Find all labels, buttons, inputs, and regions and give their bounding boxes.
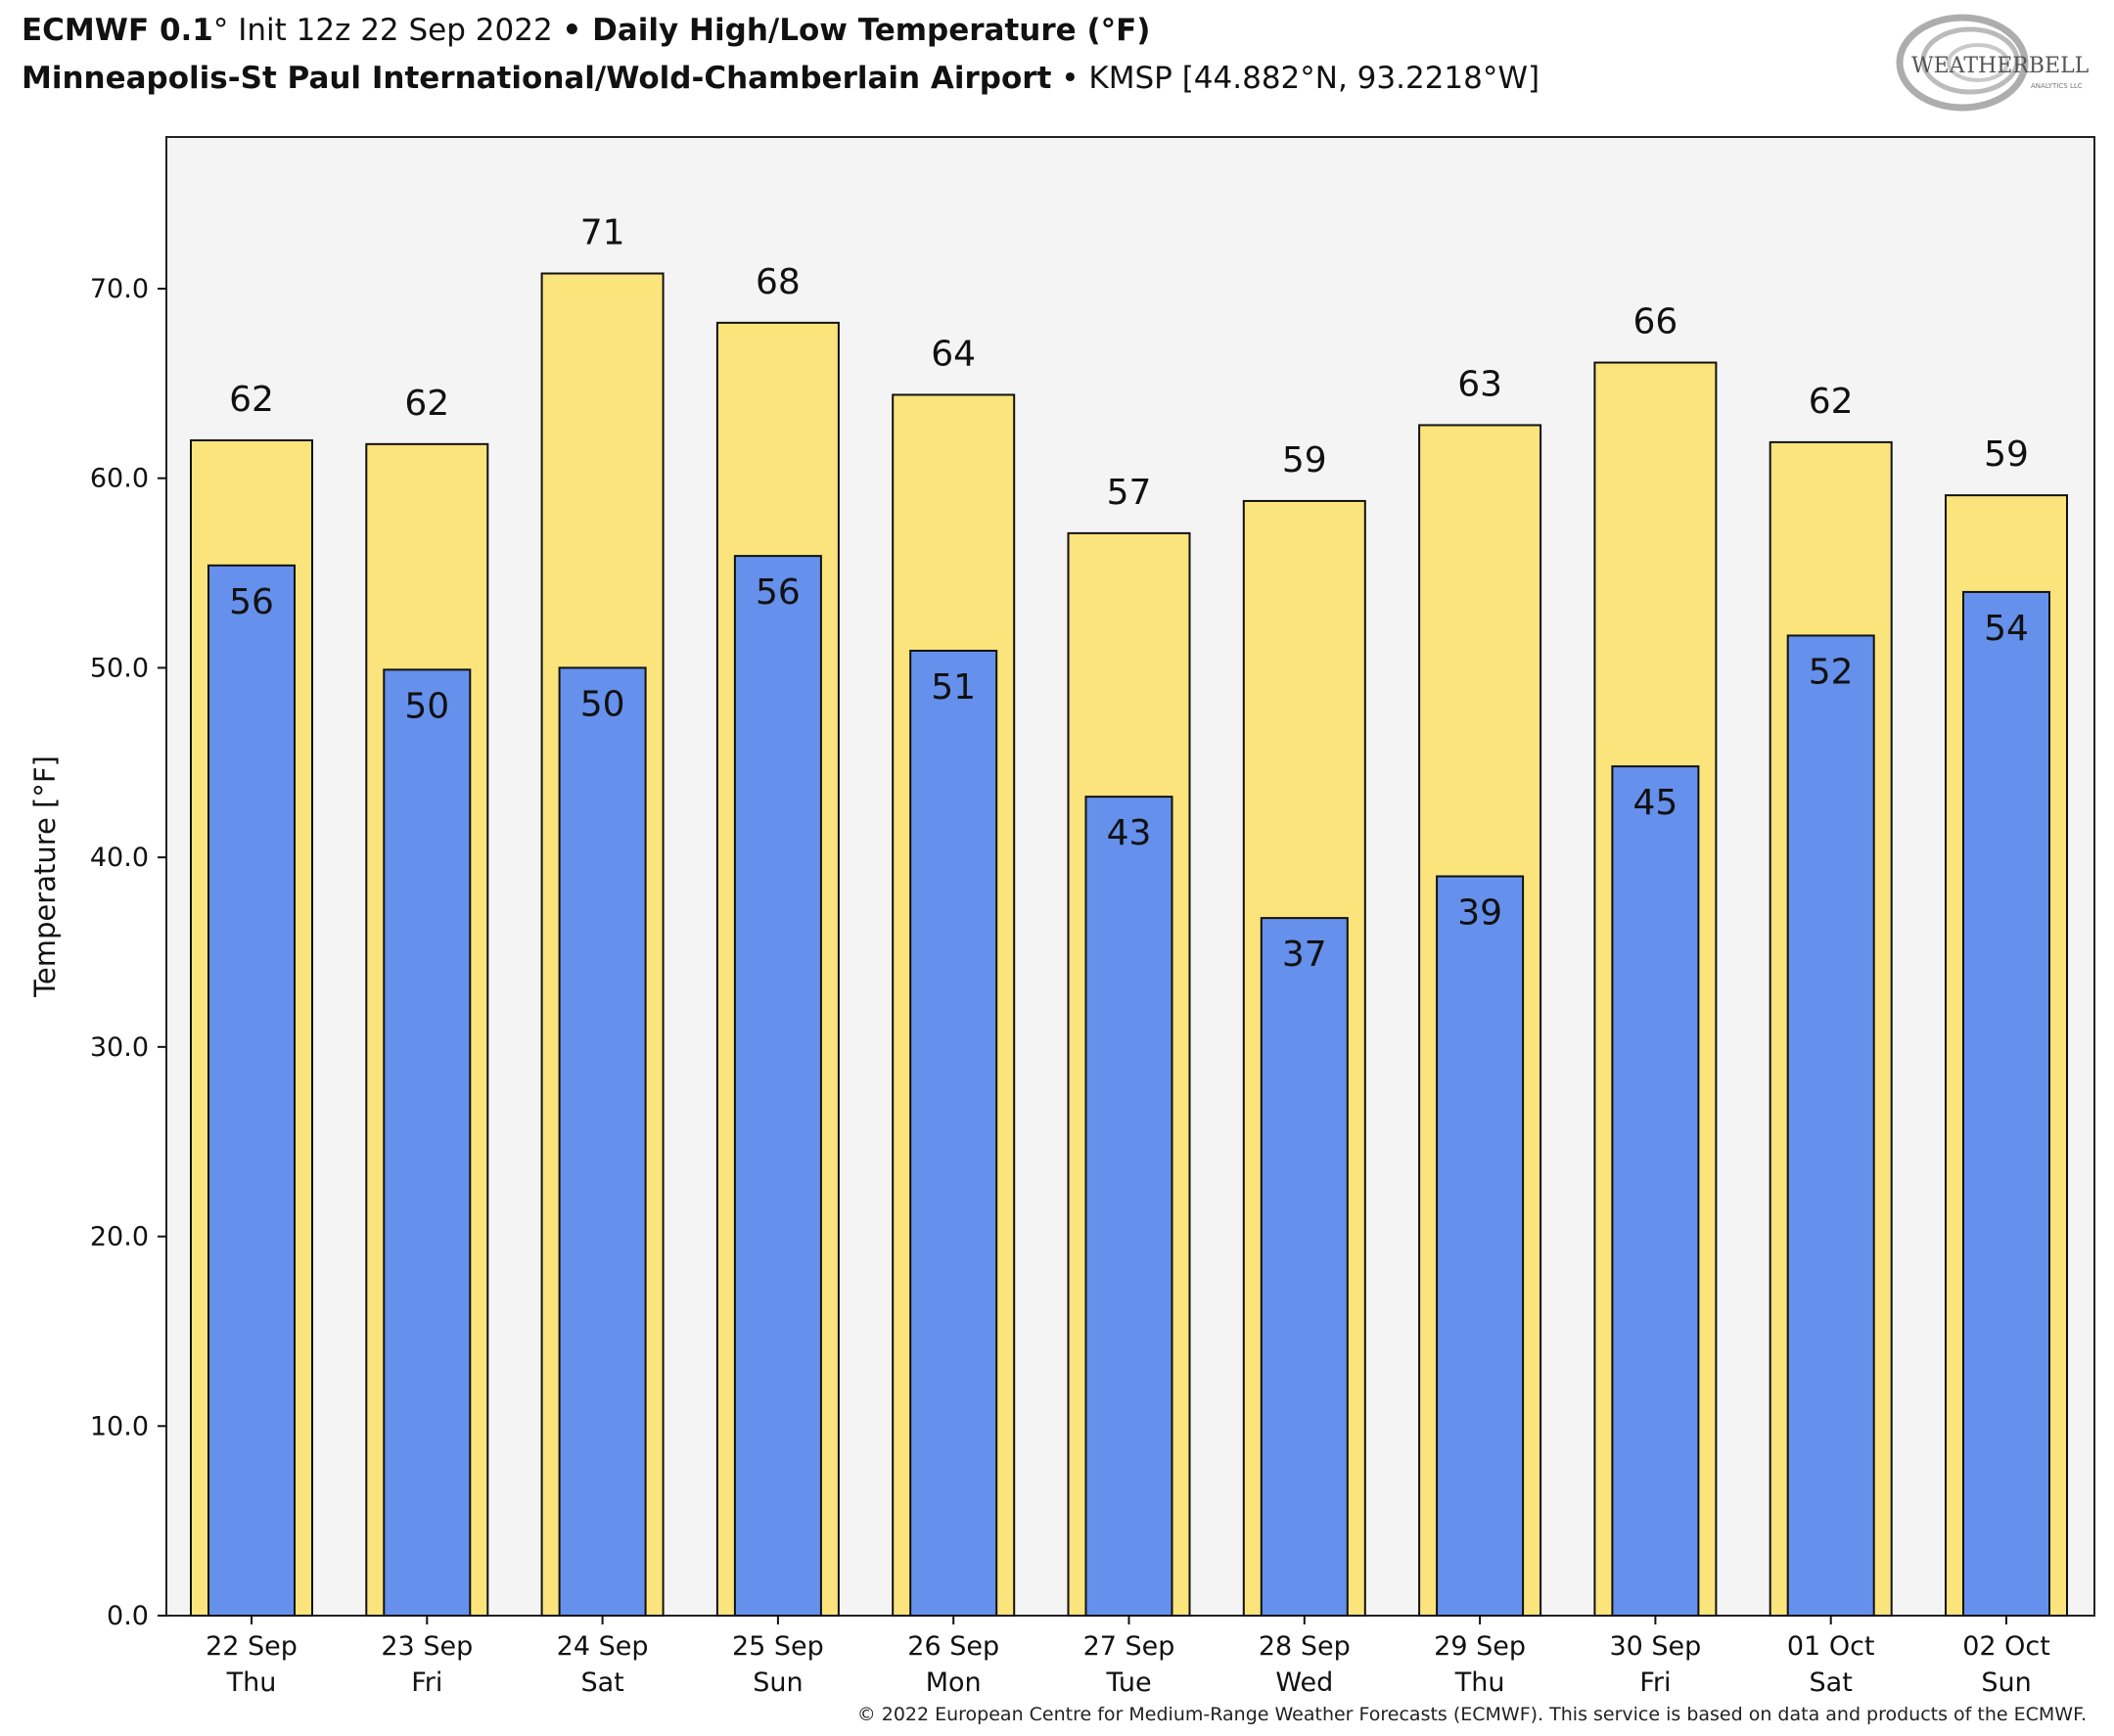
low-temp-bar — [1084, 796, 1173, 1617]
y-axis: 0.0 10.0 20.0 30.0 40.0 50.0 60.0 70.0 — [90, 274, 166, 1631]
low-temp-bar — [1436, 875, 1525, 1617]
high-temp-label: 62 — [1809, 382, 1854, 422]
low-temp-label: 39 — [1457, 893, 1502, 934]
x-tick-date: 29 Sep — [1434, 1631, 1526, 1662]
x-tick-weekday: Wed — [1275, 1667, 1333, 1698]
bars-layer: 62 56 62 50 71 50 68 56 64 51 57 43 59 37 63 39 66 45 62 52… — [190, 212, 2068, 1618]
low-temp-label: 56 — [756, 572, 801, 613]
x-tick-weekday: Fri — [411, 1667, 442, 1698]
high-temp-label: 63 — [1457, 364, 1502, 404]
model-name: ECMWF 0.1 — [22, 13, 213, 48]
x-tick-date: 02 Oct — [1962, 1631, 2050, 1662]
init-time: Init 12z 22 Sep 2022 — [228, 13, 563, 48]
x-tick-date: 30 Sep — [1609, 1631, 1701, 1662]
low-temp-label: 52 — [1809, 652, 1854, 692]
low-temp-label: 37 — [1282, 935, 1327, 975]
chart-header: ECMWF 0.1° Init 12z 22 Sep 2022 • Daily … — [22, 8, 1540, 104]
x-tick-date: 01 Oct — [1787, 1631, 1875, 1662]
high-temp-label: 59 — [1984, 434, 2029, 475]
low-temp-bar — [1260, 917, 1349, 1617]
high-temp-label: 66 — [1632, 302, 1677, 343]
x-tick-weekday: Thu — [226, 1667, 277, 1698]
low-temp-label: 50 — [404, 686, 449, 726]
x-tick-date: 24 Sep — [557, 1631, 649, 1662]
low-temp-label: 54 — [1984, 609, 2029, 649]
low-temp-label: 43 — [1107, 813, 1152, 853]
y-tick-label: 10.0 — [90, 1411, 149, 1441]
high-temp-label: 64 — [931, 334, 976, 374]
weatherbell-logo: WEATHERBELL ANALYTICS LLC — [1896, 14, 2090, 112]
y-tick-label: 30.0 — [90, 1032, 149, 1063]
high-temp-label: 62 — [229, 380, 274, 420]
x-tick-date: 25 Sep — [732, 1631, 824, 1662]
x-tick-weekday: Tue — [1105, 1667, 1151, 1698]
x-tick-weekday: Mon — [926, 1667, 982, 1698]
high-temp-label: 68 — [756, 262, 801, 302]
y-axis-label: Temperature [°F] — [28, 755, 62, 998]
low-temp-bar — [1786, 634, 1875, 1617]
x-tick-date: 28 Sep — [1259, 1631, 1351, 1662]
low-temp-bar — [1611, 765, 1700, 1617]
high-temp-label: 62 — [404, 384, 449, 424]
logo-text: WEATHERBELL — [1911, 54, 2090, 78]
degree-symbol: ° — [212, 13, 229, 48]
x-tick-weekday: Fri — [1639, 1667, 1671, 1698]
chart-subtitle: Minneapolis-St Paul International/Wold-C… — [22, 53, 1540, 104]
y-tick-label: 40.0 — [90, 843, 149, 873]
low-temp-label: 45 — [1632, 783, 1677, 823]
x-axis: 22 Sep Thu 23 Sep Fri 24 Sep Sat 25 Sep Sun 26 S… — [206, 1616, 2050, 1698]
low-temp-bar — [733, 555, 822, 1617]
copyright-footer: © 2022 European Centre for Medium-Range … — [856, 1704, 2087, 1725]
low-temp-bar — [207, 564, 296, 1617]
x-tick-weekday: Sat — [580, 1667, 623, 1698]
high-temp-label: 59 — [1282, 440, 1327, 480]
station-name: Minneapolis-St Paul International/Wold-C… — [22, 61, 1052, 96]
y-tick-label: 50.0 — [90, 653, 149, 683]
logo-subtext: ANALYTICS LLC — [2031, 82, 2083, 90]
y-tick-label: 20.0 — [90, 1222, 149, 1253]
low-temp-label: 50 — [580, 684, 625, 724]
high-temp-label: 57 — [1107, 473, 1152, 513]
x-tick-weekday: Sat — [1810, 1667, 1853, 1698]
y-tick-label: 60.0 — [90, 464, 149, 494]
low-temp-label: 51 — [931, 667, 976, 708]
low-temp-bar — [909, 649, 998, 1617]
station-separator: • — [1051, 61, 1089, 96]
x-tick-date: 26 Sep — [907, 1631, 999, 1662]
low-temp-bar — [558, 666, 647, 1617]
x-tick-weekday: Sun — [1981, 1667, 2031, 1698]
low-temp-label: 56 — [229, 582, 274, 622]
x-tick-date: 27 Sep — [1083, 1631, 1175, 1662]
x-tick-weekday: Thu — [1454, 1667, 1505, 1698]
low-temp-bar — [383, 668, 472, 1617]
product-name: Daily High/Low Temperature (°F) — [581, 13, 1151, 48]
x-tick-weekday: Sun — [753, 1667, 803, 1698]
low-temp-bar — [1962, 590, 2050, 1617]
title-bullet: • — [562, 13, 582, 48]
x-tick-date: 22 Sep — [206, 1631, 298, 1662]
chart-title: ECMWF 0.1° Init 12z 22 Sep 2022 • Daily … — [22, 8, 1540, 53]
station-id: KMSP [44.882°N, 93.2218°W] — [1088, 61, 1540, 96]
y-tick-label: 0.0 — [107, 1601, 149, 1631]
x-tick-date: 23 Sep — [381, 1631, 473, 1662]
y-tick-label: 70.0 — [90, 274, 149, 304]
high-temp-label: 71 — [580, 212, 625, 252]
